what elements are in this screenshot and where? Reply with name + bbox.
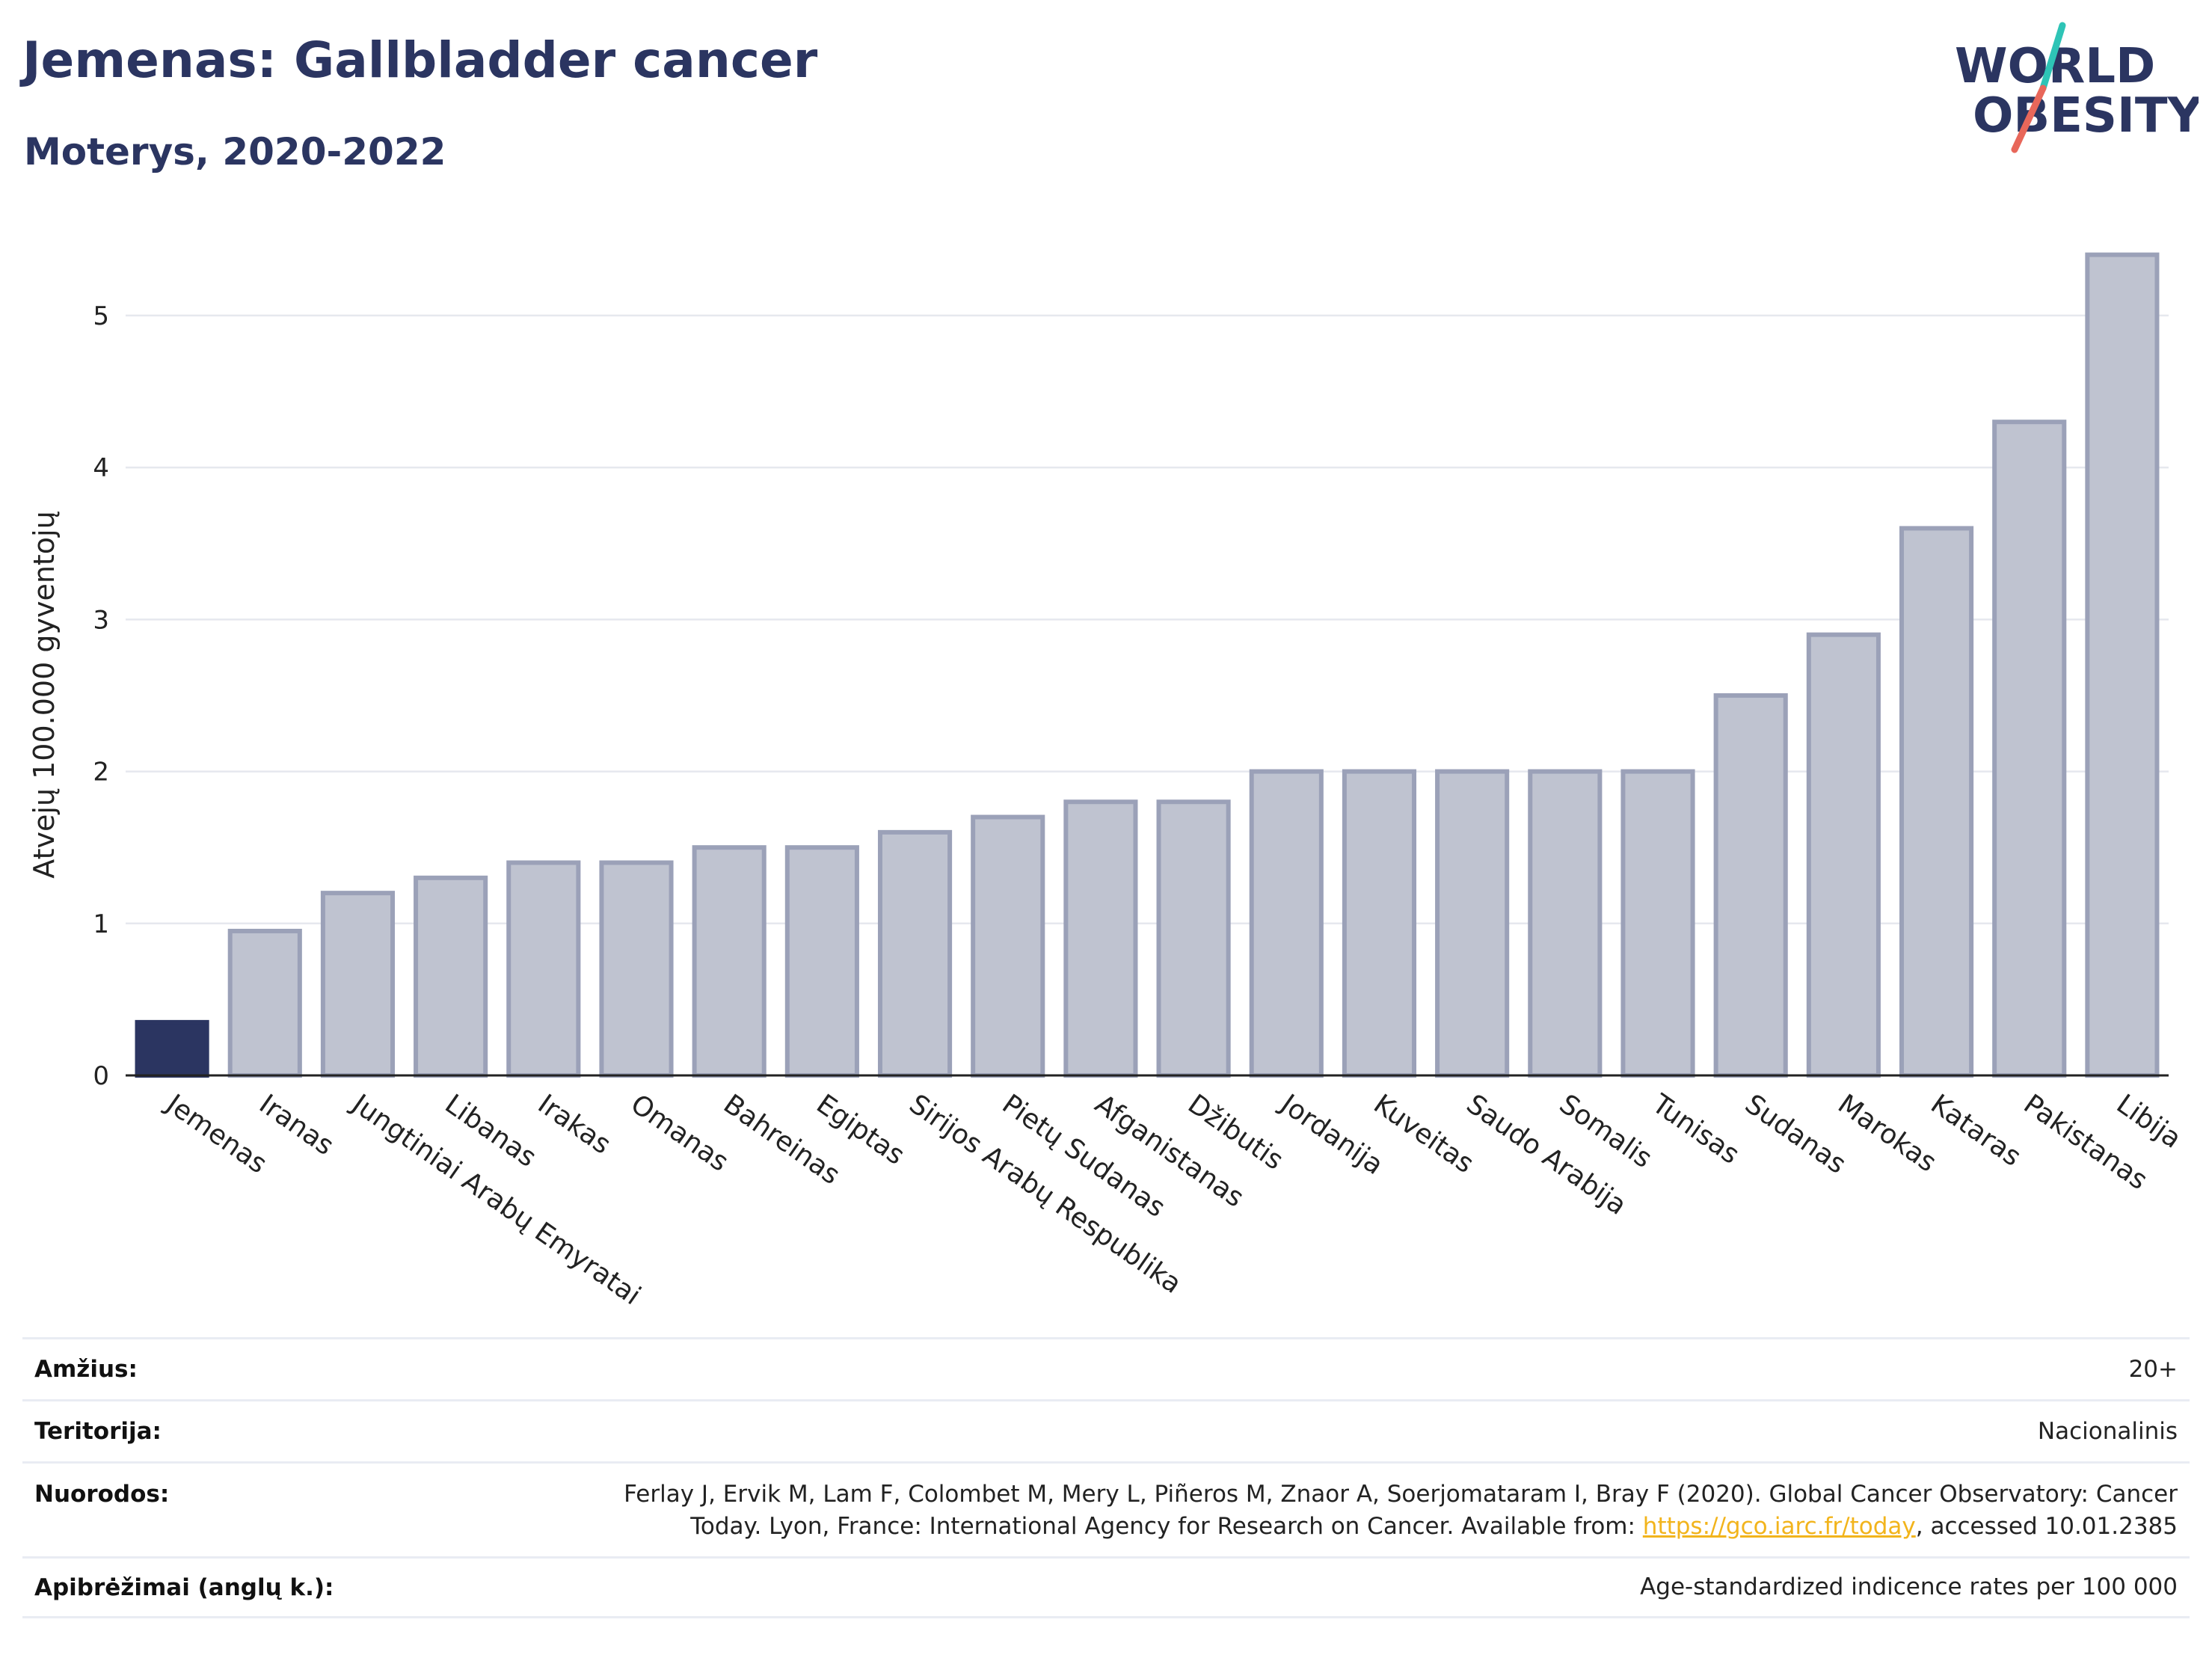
references-line1: Ferlay J, Ervik M, Lam F, Colombet M, Me… xyxy=(624,1481,2178,1508)
y-tick-label: 4 xyxy=(93,453,109,483)
age-value: 20+ xyxy=(2128,1355,2178,1383)
territory-label: Teritorija: xyxy=(34,1418,162,1445)
bar xyxy=(414,875,488,1078)
bar xyxy=(1063,799,1138,1078)
bar xyxy=(320,891,396,1078)
bars xyxy=(135,252,2160,1078)
x-category-label: Tunisas xyxy=(1646,1088,1745,1170)
logo-line2: OBESITY xyxy=(1973,88,2199,144)
x-category-label: Kataras xyxy=(1925,1089,2027,1173)
bar xyxy=(2085,252,2160,1078)
bar xyxy=(1342,769,1417,1078)
bar xyxy=(227,928,302,1078)
y-tick-label: 1 xyxy=(93,909,109,939)
x-category-label: Jemenas xyxy=(159,1088,272,1180)
info-row-references: Nuorodos: Ferlay J, Ervik M, Lam F, Colo… xyxy=(22,1461,2190,1556)
bar xyxy=(1435,769,1510,1078)
references-line2-end: , accessed 10.01.2385 xyxy=(1915,1513,2178,1540)
x-category-label: Marokas xyxy=(1832,1089,1942,1179)
x-category-label: Libija xyxy=(2111,1089,2187,1155)
bar xyxy=(784,845,859,1078)
y-tick-label: 3 xyxy=(93,605,109,635)
bar xyxy=(1156,799,1231,1078)
bar xyxy=(506,860,581,1078)
y-tick-label: 5 xyxy=(93,301,109,331)
chart-title: Jemenas: Gallbladder cancer xyxy=(22,31,818,89)
bar xyxy=(1992,420,2067,1078)
bar xyxy=(1528,769,1603,1078)
y-axis-label: Atvejų 100.000 gyventojų xyxy=(28,511,61,878)
info-row-age: Amžius: 20+ xyxy=(22,1337,2190,1399)
bar xyxy=(877,829,953,1078)
world-obesity-logo: WORLD OBESITY xyxy=(1955,22,2199,153)
references-label: Nuorodos: xyxy=(34,1481,170,1508)
x-category-label: Omanas xyxy=(625,1089,734,1178)
bar xyxy=(1249,769,1324,1078)
territory-value: Nacionalinis xyxy=(2037,1417,2178,1445)
logo-slash-teal xyxy=(2039,22,2066,92)
chart-subtitle: Moterys, 2020-2022 xyxy=(24,130,446,174)
info-row-definitions: Apibrėžimai (anglų k.): Age-standardized… xyxy=(22,1556,2190,1618)
info-row-territory: Teritorija: Nacionalinis xyxy=(22,1399,2190,1461)
x-category-label: Jordanija xyxy=(1274,1088,1388,1182)
bar xyxy=(1806,632,1881,1078)
bar xyxy=(1713,693,1788,1078)
y-tick-label: 2 xyxy=(93,758,109,787)
x-category-label: Kuveitas xyxy=(1368,1089,1479,1179)
y-tick-label: 0 xyxy=(93,1061,109,1091)
bar xyxy=(692,845,766,1078)
bar-highlight xyxy=(135,1019,209,1078)
bar xyxy=(1899,526,1974,1078)
x-category-label: Sudanas xyxy=(1739,1089,1852,1180)
references-link[interactable]: https://gco.iarc.fr/today xyxy=(1642,1513,1916,1540)
logo-slash-coral xyxy=(2011,85,2047,153)
x-category-label: Irakas xyxy=(532,1089,616,1161)
bar xyxy=(599,860,674,1078)
y-axis-ticks: 0 1 2 3 4 5 xyxy=(93,301,109,1091)
definitions-label: Apibrėžimai (anglų k.): xyxy=(34,1573,334,1601)
age-label: Amžius: xyxy=(34,1356,138,1383)
bar xyxy=(971,814,1045,1078)
info-table: Amžius: 20+ Teritorija: Nacionalinis Nuo… xyxy=(22,1337,2190,1618)
bar xyxy=(1620,769,1695,1078)
references-value: Ferlay J, Ervik M, Lam F, Colombet M, Me… xyxy=(624,1479,2178,1543)
references-line2: Today. Lyon, France: International Agenc… xyxy=(690,1513,1643,1540)
x-category-label: Saudo Arabija xyxy=(1460,1089,1632,1221)
definitions-value: Age-standardized indicence rates per 100… xyxy=(1640,1573,2178,1600)
